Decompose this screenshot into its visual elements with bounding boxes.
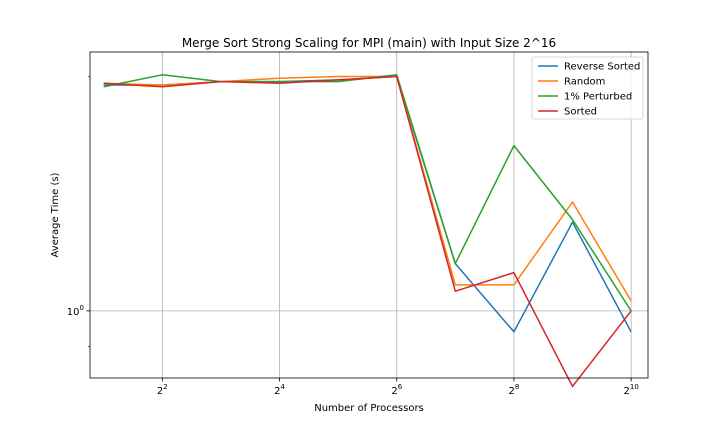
x-axis-ticks: 22 24 26 28 210: [157, 378, 639, 397]
y-axis-ticks: 100: [67, 76, 90, 347]
x-axis-label: Number of Processors: [314, 403, 424, 414]
x-tick-label: 28: [509, 383, 520, 397]
legend-entry: 1% Perturbed: [564, 92, 632, 103]
x-tick-label: 210: [623, 383, 638, 397]
plot-frame: [89, 51, 649, 379]
x-tick-label: 26: [391, 383, 402, 397]
series-lines: [103, 74, 632, 388]
legend: Reverse Sorted Random 1% Perturbed Sorted: [531, 56, 644, 120]
chart-title: Merge Sort Strong Scaling for MPI (main)…: [182, 36, 556, 50]
series-line-1: [103, 75, 632, 302]
y-tick-label: 100: [67, 304, 84, 318]
legend-entry: Random: [564, 77, 605, 88]
legend-entry: Sorted: [564, 107, 597, 118]
x-tick-label: 22: [157, 383, 168, 397]
legend-entry: Reverse Sorted: [564, 62, 640, 73]
y-axis-label: Average Time (s): [50, 172, 61, 257]
series-line-3: [103, 75, 632, 388]
x-tick-label: 24: [274, 383, 285, 397]
legend-box: [531, 56, 644, 120]
